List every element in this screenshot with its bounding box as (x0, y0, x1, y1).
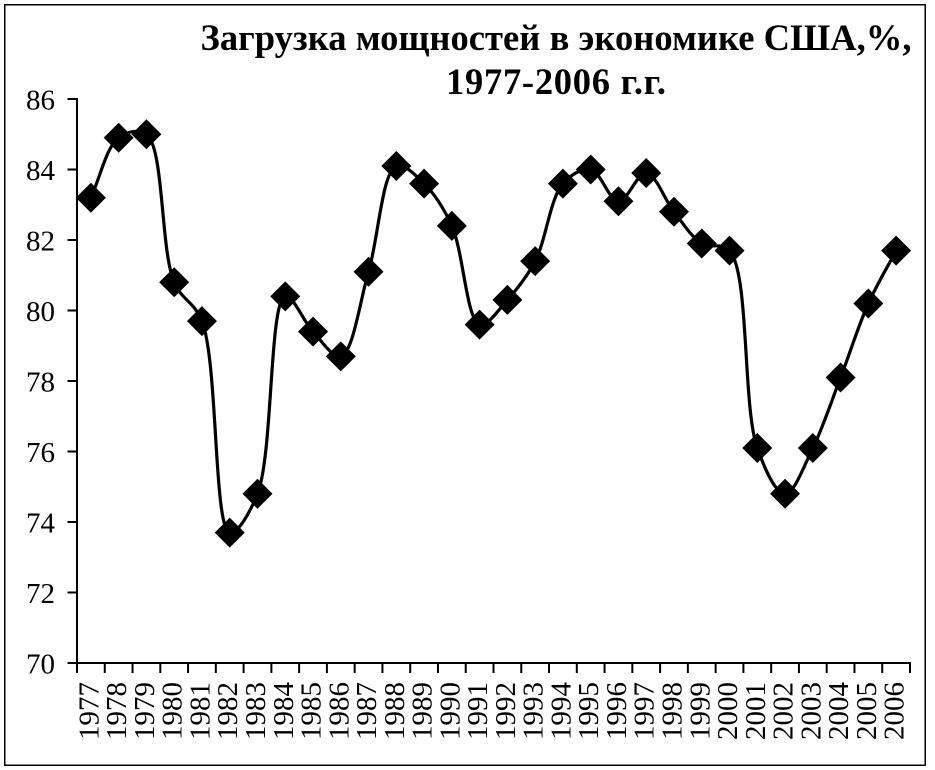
svg-text:1977-2006 г.г.: 1977-2006 г.г. (446, 61, 666, 102)
svg-text:1980: 1980 (157, 682, 189, 740)
svg-text:1997: 1997 (629, 682, 661, 740)
svg-text:86: 86 (26, 85, 55, 117)
svg-text:1996: 1996 (601, 682, 633, 740)
svg-text:1991: 1991 (462, 682, 494, 740)
svg-text:1983: 1983 (240, 682, 272, 740)
svg-text:2006: 2006 (879, 682, 911, 740)
svg-text:1999: 1999 (684, 682, 716, 740)
svg-text:1978: 1978 (101, 682, 133, 740)
svg-text:Загрузка мощностей в экономике: Загрузка мощностей в экономике США,%, (201, 17, 912, 58)
svg-text:84: 84 (26, 155, 56, 187)
svg-text:1979: 1979 (129, 682, 161, 740)
svg-text:1990: 1990 (434, 682, 466, 740)
svg-text:1986: 1986 (323, 682, 355, 740)
svg-text:1977: 1977 (73, 682, 105, 740)
svg-text:1989: 1989 (407, 682, 439, 740)
svg-text:1992: 1992 (490, 682, 522, 740)
svg-text:1981: 1981 (184, 682, 216, 740)
svg-text:76: 76 (26, 437, 55, 469)
svg-text:1985: 1985 (296, 682, 328, 740)
svg-text:2001: 2001 (740, 682, 772, 740)
svg-text:1994: 1994 (545, 682, 577, 741)
svg-text:2005: 2005 (851, 682, 883, 740)
svg-text:1988: 1988 (379, 682, 411, 740)
svg-text:1993: 1993 (518, 682, 550, 740)
svg-text:82: 82 (26, 226, 55, 258)
svg-text:74: 74 (26, 508, 56, 540)
svg-text:72: 72 (26, 578, 55, 610)
svg-text:2000: 2000 (712, 682, 744, 740)
svg-text:2004: 2004 (823, 682, 855, 741)
svg-text:1982: 1982 (212, 682, 244, 740)
svg-text:78: 78 (26, 367, 55, 399)
svg-text:1998: 1998 (656, 682, 688, 740)
svg-text:2003: 2003 (795, 682, 827, 740)
svg-text:1984: 1984 (268, 682, 300, 741)
svg-text:80: 80 (26, 296, 55, 328)
svg-text:1987: 1987 (351, 682, 383, 740)
svg-text:2002: 2002 (768, 682, 800, 740)
svg-text:1995: 1995 (573, 682, 605, 740)
svg-text:70: 70 (26, 649, 55, 681)
